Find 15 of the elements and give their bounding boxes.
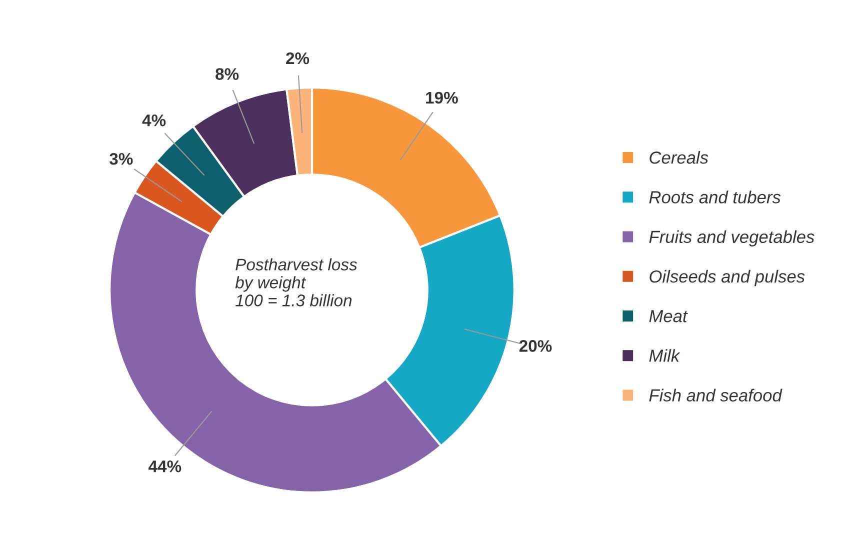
legend-label: Fish and seafood bbox=[649, 388, 782, 402]
legend-label: Cereals bbox=[650, 151, 708, 164]
legend-label: Oilseeds and pulses bbox=[650, 270, 805, 286]
data-label: 3% bbox=[110, 152, 133, 165]
legend-label: Meat bbox=[649, 310, 688, 322]
data-label: 44% bbox=[148, 460, 182, 472]
data-label: 2% bbox=[286, 52, 310, 64]
legend-label: Fruits and vegetables bbox=[649, 230, 814, 246]
legend-label: Milk bbox=[649, 349, 680, 362]
data-label: 20% bbox=[519, 340, 552, 352]
data-label: 19% bbox=[426, 92, 458, 104]
legend-label: Roots and tubers bbox=[649, 190, 781, 204]
data-label: 4% bbox=[142, 114, 166, 126]
text: Postharvest loss by weight 100 = 1.3 billion bbox=[235, 258, 358, 306]
data-label: 8% bbox=[216, 68, 239, 80]
